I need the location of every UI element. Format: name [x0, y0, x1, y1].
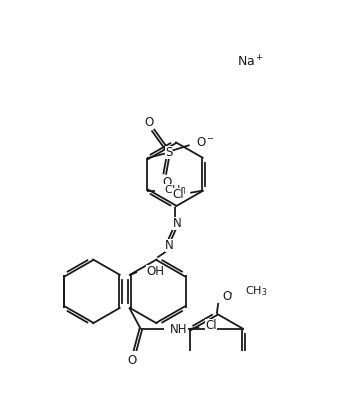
Text: Na$^+$: Na$^+$ [237, 54, 264, 70]
Text: O: O [145, 116, 154, 129]
Text: O$^-$: O$^-$ [196, 136, 215, 149]
Text: CH$_3$: CH$_3$ [246, 284, 268, 297]
Text: NH: NH [170, 323, 188, 336]
Text: Cl: Cl [172, 188, 184, 201]
Text: O: O [222, 290, 231, 303]
Text: Cl: Cl [206, 319, 217, 332]
Text: CH$_3$: CH$_3$ [164, 184, 186, 197]
Text: N: N [165, 239, 174, 252]
Text: OH: OH [146, 265, 164, 278]
Text: O: O [128, 354, 137, 367]
Text: S: S [165, 145, 172, 158]
Text: O: O [162, 176, 172, 189]
Text: N: N [172, 217, 181, 230]
